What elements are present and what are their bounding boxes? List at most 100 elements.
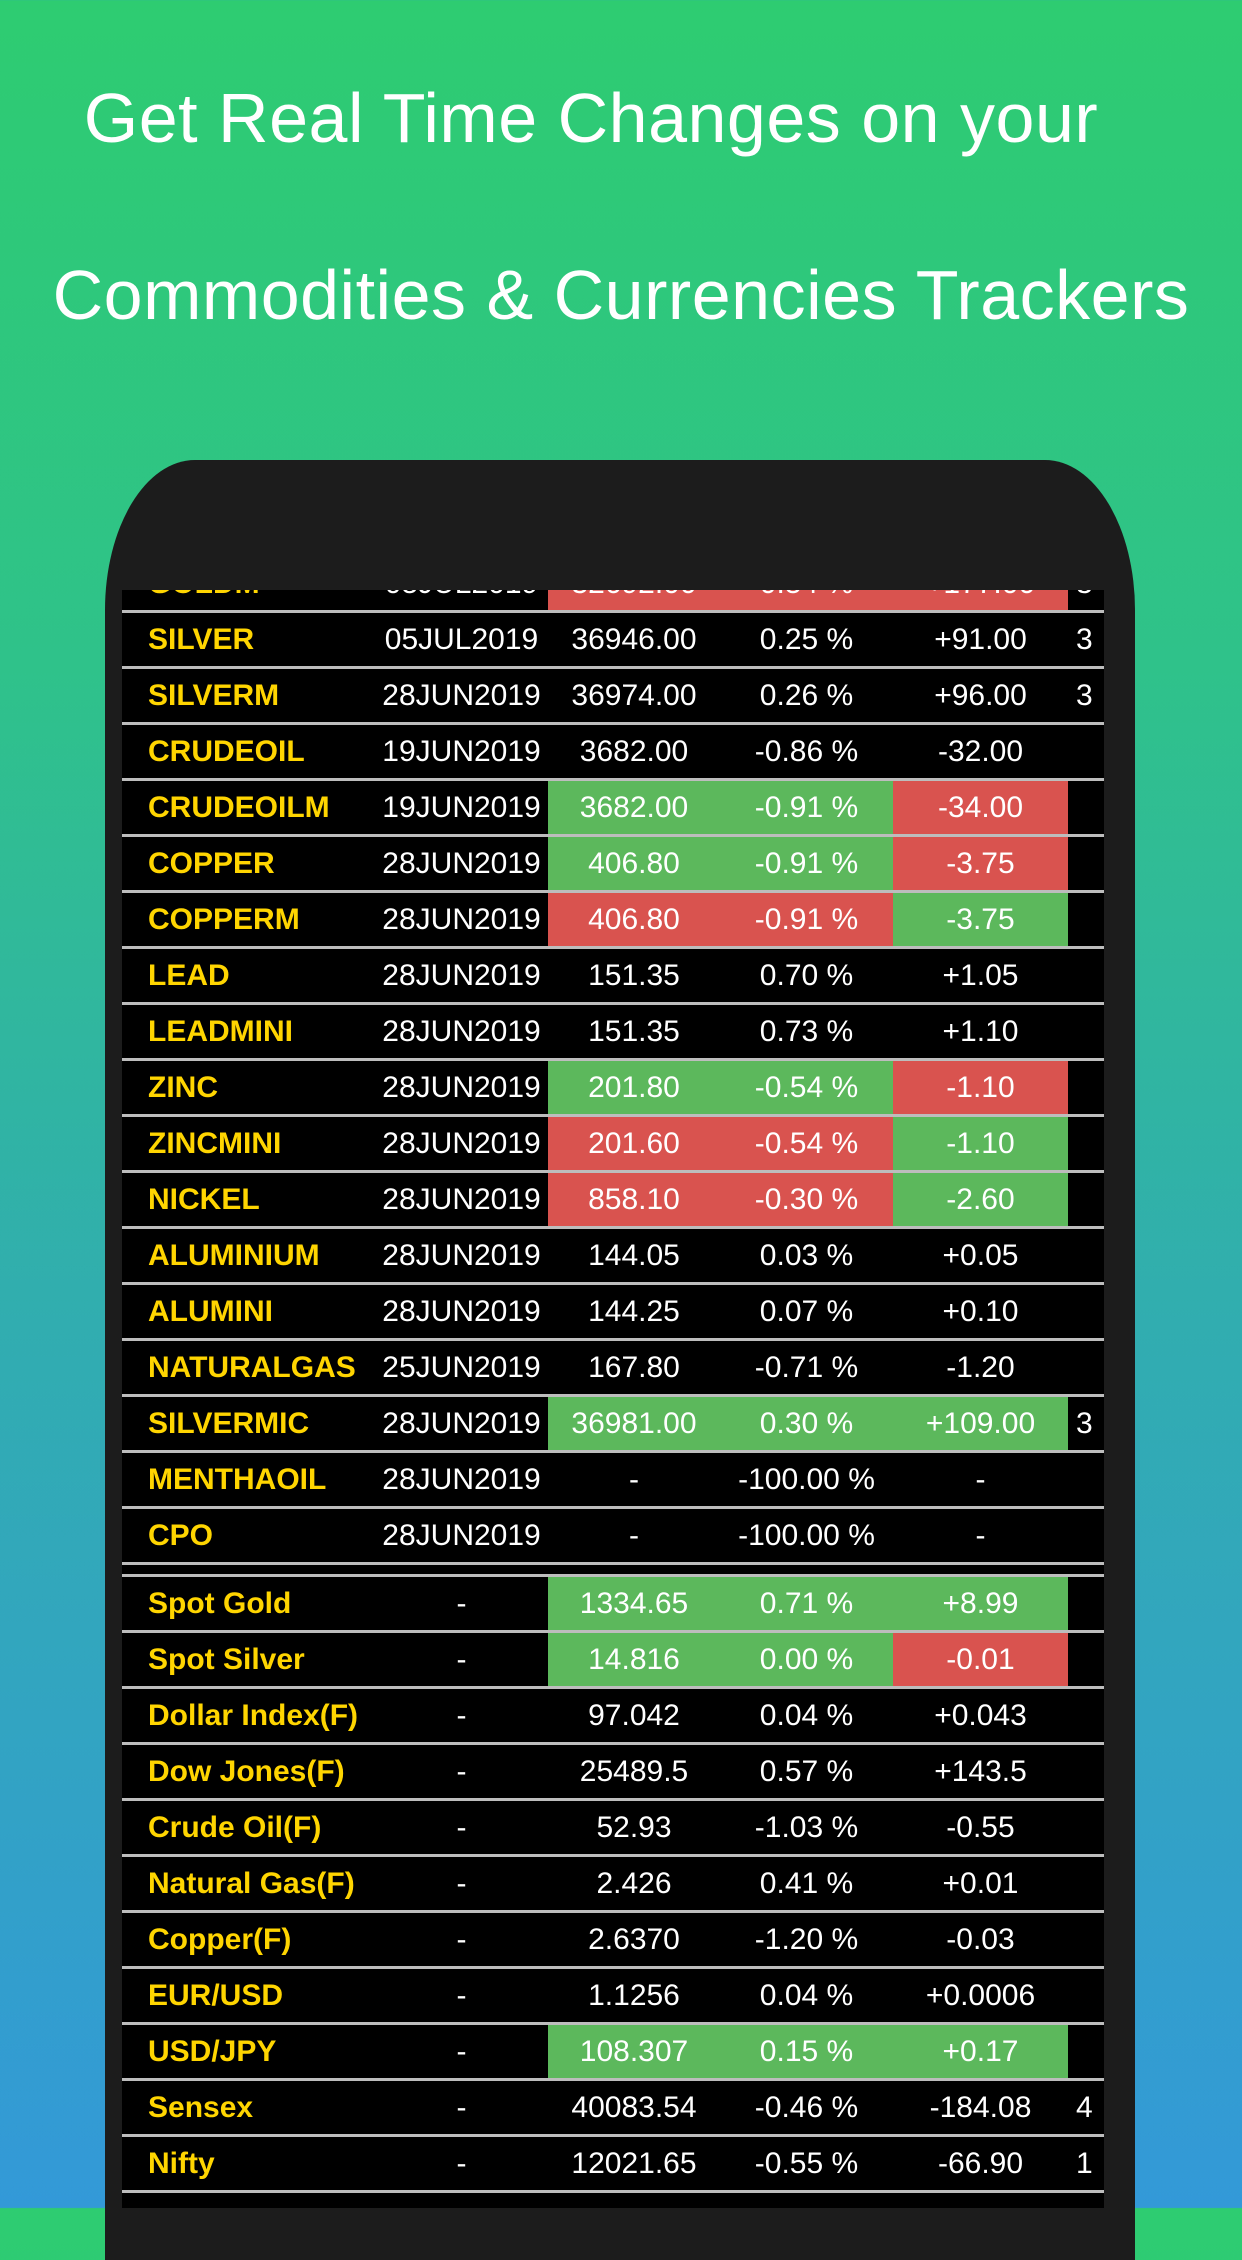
change-cell: -0.55 (946, 1811, 1015, 1844)
clipped-column-cell (1068, 1801, 1104, 1854)
clipped-column-cell: 3 (1076, 623, 1093, 656)
mcx-row[interactable]: SILVERM 28JUN2019 36974.00 0.26 % +96.00 3 (122, 669, 1104, 725)
change-cell: +8.99 (893, 1577, 1068, 1630)
expiry-cell: - (456, 1979, 467, 2012)
change-cell: - (975, 1463, 986, 1496)
price-cell: 3682.00 (579, 735, 689, 768)
global-row[interactable]: USD/JPY - 108.307 0.15 % +0.17 (122, 2025, 1104, 2081)
symbol-cell: SILVERM (148, 679, 280, 712)
percent-change-cell: -0.91 % (720, 893, 893, 946)
change-cell: +0.05 (942, 1239, 1019, 1272)
symbol-cell: ZINCMINI (148, 1127, 282, 1160)
mcx-row[interactable]: COPPERM 28JUN2019 406.80 -0.91 % -3.75 (122, 893, 1104, 949)
global-row[interactable]: Copper(F) - 2.6370 -1.20 % -0.03 (122, 1913, 1104, 1969)
percent-change-cell: 0.00 % (720, 1633, 893, 1686)
symbol-cell: NATURALGAS (148, 1351, 356, 1384)
price-cell: 406.80 (548, 837, 720, 890)
symbol-cell: MENTHAOIL (148, 1463, 327, 1496)
mcx-row[interactable]: NATURALGAS 25JUN2019 167.80 -0.71 % -1.20 (122, 1341, 1104, 1397)
mcx-row[interactable]: MENTHAOIL 28JUN2019 - -100.00 % - (122, 1453, 1104, 1509)
global-row[interactable]: EUR/USD - 1.1256 0.04 % +0.0006 (122, 1969, 1104, 2025)
expiry-cell: 05JUL2019 (384, 623, 539, 656)
mcx-row[interactable]: COPPER 28JUN2019 406.80 -0.91 % -3.75 (122, 837, 1104, 893)
expiry-cell: 28JUN2019 (382, 959, 541, 992)
change-cell: -32.00 (937, 735, 1024, 768)
expiry-cell: 28JUN2019 (382, 847, 541, 880)
symbol-cell: CPO (148, 1519, 214, 1552)
change-cell: +1.10 (942, 1015, 1019, 1048)
change-cell: -66.90 (937, 2147, 1024, 2180)
mcx-row[interactable]: LEAD 28JUN2019 151.35 0.70 % +1.05 (122, 949, 1104, 1005)
expiry-cell: - (456, 1755, 467, 1788)
symbol-cell: ALUMINIUM (148, 1239, 320, 1272)
clipped-column-cell (1068, 1633, 1104, 1686)
percent-change-cell: 0.54 % (720, 590, 893, 610)
symbol-cell: Sensex (148, 2091, 254, 2124)
percent-change-cell: -100.00 % (738, 1519, 875, 1552)
symbol-cell: GOLDM (122, 590, 375, 610)
global-row[interactable]: Spot Gold - 1334.65 0.71 % +8.99 (122, 1577, 1104, 1633)
price-cell: 144.05 (588, 1239, 680, 1272)
symbol-cell: SILVER (148, 623, 255, 656)
percent-change-cell: 0.41 % (759, 1867, 854, 1900)
expiry-cell: - (456, 1699, 467, 1732)
mcx-row[interactable]: ZINC 28JUN2019 201.80 -0.54 % -1.10 (122, 1061, 1104, 1117)
price-cell: 406.80 (548, 893, 720, 946)
change-cell: - (975, 1519, 986, 1552)
price-cell: 2.426 (596, 1867, 672, 1900)
symbol-cell: Spot Silver (148, 1643, 305, 1676)
symbol-cell: EUR/USD (148, 1979, 284, 2012)
clipped-column-cell (1068, 1857, 1104, 1910)
change-cell: -0.03 (946, 1923, 1015, 1956)
symbol-cell: ZINC (148, 1071, 218, 1104)
symbol-cell: ALUMINI (148, 1295, 273, 1328)
clipped-column-cell (1068, 1689, 1104, 1742)
price-cell: 97.042 (588, 1699, 680, 1732)
mcx-row[interactable]: LEADMINI 28JUN2019 151.35 0.73 % +1.10 (122, 1005, 1104, 1061)
clipped-column-cell (1068, 1061, 1104, 1114)
clipped-column-cell (1068, 2025, 1104, 2078)
expiry-cell: 05JUL2019 (375, 590, 548, 610)
expiry-cell: - (456, 2147, 467, 2180)
symbol-cell: Spot Gold (148, 1587, 292, 1620)
change-cell: +177.00 (893, 590, 1068, 610)
clipped-column-cell (1068, 1969, 1104, 2022)
mcx-row[interactable]: CPO 28JUN2019 - -100.00 % - (122, 1509, 1104, 1565)
global-row[interactable]: Sensex - 40083.54 -0.46 % -184.08 4 (122, 2081, 1104, 2137)
change-cell: -3.75 (893, 837, 1068, 890)
global-row[interactable]: Nifty - 12021.65 -0.55 % -66.90 1 (122, 2137, 1104, 2193)
change-cell: +109.00 (893, 1397, 1068, 1450)
mcx-row[interactable]: NICKEL 28JUN2019 858.10 -0.30 % -2.60 (122, 1173, 1104, 1229)
change-cell: +96.00 (934, 679, 1027, 712)
mcx-row[interactable]: ZINCMINI 28JUN2019 201.60 -0.54 % -1.10 (122, 1117, 1104, 1173)
mcx-row[interactable]: CRUDEOILM 19JUN2019 3682.00 -0.91 % -34.00 (122, 781, 1104, 837)
change-cell: -34.00 (893, 781, 1068, 834)
expiry-cell: 28JUN2019 (382, 1239, 541, 1272)
mcx-row[interactable]: ALUMINI 28JUN2019 144.25 0.07 % +0.10 (122, 1285, 1104, 1341)
price-cell: 144.25 (588, 1295, 680, 1328)
mcx-row[interactable]: SILVERMIC 28JUN2019 36981.00 0.30 % +109.00 3 (122, 1397, 1104, 1453)
global-row[interactable]: Dow Jones(F) - 25489.5 0.57 % +143.5 (122, 1745, 1104, 1801)
global-row[interactable]: Crude Oil(F) - 52.93 -1.03 % -0.55 (122, 1801, 1104, 1857)
percent-change-cell: 0.15 % (720, 2025, 893, 2078)
mcx-row[interactable]: ALUMINIUM 28JUN2019 144.05 0.03 % +0.05 (122, 1229, 1104, 1285)
clipped-column-cell: 3 (1076, 679, 1093, 712)
change-cell: -2.60 (893, 1173, 1068, 1226)
expiry-cell: 28JUN2019 (382, 1071, 541, 1104)
symbol-cell: CRUDEOIL (148, 735, 305, 768)
mcx-row[interactable]: SILVER 05JUL2019 36946.00 0.25 % +91.00 3 (122, 613, 1104, 669)
symbol-cell: LEAD (148, 959, 230, 992)
percent-change-cell: -1.03 % (754, 1811, 859, 1844)
clipped-column-cell (1068, 893, 1104, 946)
mcx-row[interactable]: GOLDM05JUL201932692.000.54 %+177.003 (122, 590, 1104, 613)
clipped-column-cell: 3 (1076, 1407, 1093, 1440)
global-row[interactable]: Natural Gas(F) - 2.426 0.41 % +0.01 (122, 1857, 1104, 1913)
global-row[interactable]: Dollar Index(F) - 97.042 0.04 % +0.043 (122, 1689, 1104, 1745)
global-row[interactable]: Spot Silver - 14.816 0.00 % -0.01 (122, 1633, 1104, 1689)
quotes-table[interactable]: GOLDM05JUL201932692.000.54 %+177.003 SILV… (122, 590, 1104, 2208)
expiry-cell: - (456, 1587, 467, 1620)
mcx-row[interactable]: CRUDEOIL 19JUN2019 3682.00 -0.86 % -32.00 (122, 725, 1104, 781)
price-cell: 1.1256 (588, 1979, 680, 2012)
clipped-column-cell (1068, 1005, 1104, 1058)
change-cell: +0.0006 (925, 1979, 1036, 2012)
